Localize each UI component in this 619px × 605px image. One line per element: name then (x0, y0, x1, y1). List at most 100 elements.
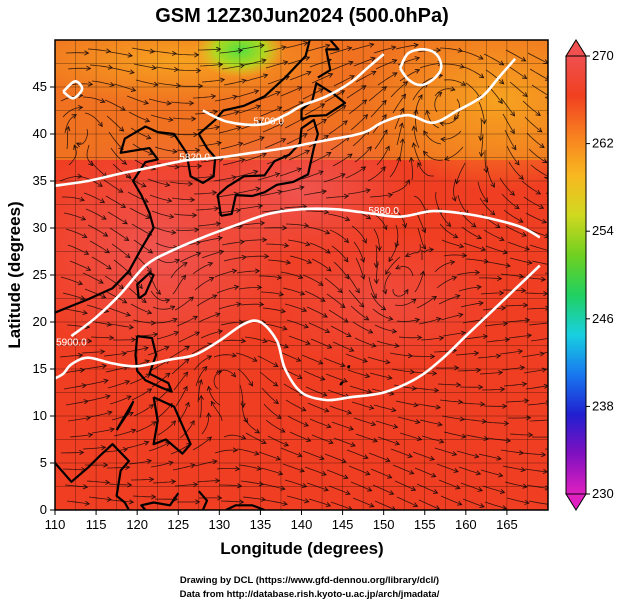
streamline-arrow (413, 402, 419, 408)
streamline-arrow (189, 100, 195, 106)
streamline (84, 288, 106, 299)
streamline-arrow (259, 136, 265, 141)
streamline (131, 47, 155, 53)
streamline (236, 90, 259, 98)
streamline-arrow (325, 502, 332, 508)
streamline (219, 49, 243, 54)
streamline-arrow (370, 421, 377, 427)
streamline-arrow (517, 348, 524, 355)
streamline-arrow (254, 450, 260, 456)
streamline (395, 400, 418, 406)
streamline-arrow (256, 465, 262, 471)
streamline (67, 244, 89, 255)
streamline (411, 355, 435, 357)
streamline (486, 165, 495, 188)
streamline-arrow (82, 484, 89, 490)
colorbar-top-arrow (565, 39, 587, 57)
colorbar-tick-label: 254 (592, 223, 614, 238)
streamline (369, 194, 393, 198)
streamline (67, 417, 91, 422)
streamline (399, 69, 420, 82)
streamline (111, 243, 131, 258)
streamline-arrow (542, 158, 548, 164)
streamline (283, 206, 307, 209)
streamline-arrow (439, 438, 445, 444)
streamline (368, 452, 390, 462)
streamline-arrow (403, 288, 409, 295)
streamline-arrow (120, 105, 126, 111)
streamline (477, 181, 488, 203)
streamline-arrow (372, 437, 378, 443)
streamline-arrow (521, 381, 528, 387)
streamline-arrow (295, 357, 302, 362)
streamline (286, 495, 309, 503)
streamline (86, 144, 93, 166)
streamline (441, 130, 462, 140)
streamline-arrow (285, 259, 292, 265)
y-tick-label: 10 (33, 408, 47, 423)
streamline-arrow (107, 410, 113, 416)
streamline-arrow (380, 305, 387, 311)
streamline-arrow (528, 432, 534, 438)
streamline-arrow (261, 439, 267, 445)
streamline-arrow (490, 210, 496, 216)
streamline (128, 111, 150, 122)
streamline-arrow (524, 499, 530, 505)
streamline-arrow (509, 190, 515, 196)
streamline (303, 190, 327, 196)
streamline-arrow (550, 435, 554, 439)
streamline-arrow (261, 58, 267, 64)
streamline-arrow (297, 374, 303, 379)
streamline (501, 193, 520, 209)
streamline-arrow (318, 359, 324, 365)
streamline (391, 179, 410, 194)
streamline-arrow (541, 218, 548, 224)
streamline-arrow (149, 48, 156, 54)
streamline (352, 321, 373, 334)
streamline (243, 416, 260, 434)
streamline-arrow (80, 215, 87, 221)
streamline (527, 228, 548, 238)
streamline (87, 224, 108, 237)
streamline-arrow (128, 324, 135, 330)
streamline (304, 103, 325, 116)
streamline (86, 480, 110, 483)
streamline (62, 106, 83, 118)
streamline-arrow (341, 458, 347, 464)
streamline (414, 94, 423, 117)
streamline-arrow (369, 42, 375, 48)
streamline (329, 229, 349, 243)
streamline (245, 74, 268, 82)
streamline (487, 261, 511, 267)
streamline (434, 92, 442, 113)
streamline-arrow (121, 159, 128, 165)
streamline-arrow (272, 381, 279, 387)
streamline-arrow (376, 246, 382, 252)
streamline (69, 260, 91, 271)
streamline (521, 353, 545, 358)
streamline-arrow (328, 439, 334, 445)
streamline (506, 319, 530, 323)
streamline (323, 357, 346, 367)
streamline (481, 388, 505, 391)
streamline (151, 210, 174, 218)
streamline-arrow (109, 81, 115, 87)
streamline-arrow (143, 346, 149, 352)
streamline (368, 276, 377, 299)
streamline (503, 383, 527, 387)
streamline-arrow (77, 280, 84, 286)
streamline-arrow (340, 362, 346, 368)
field-hot-core-pacific (260, 230, 500, 370)
streamline (131, 388, 152, 401)
streamline (222, 159, 245, 166)
streamline-arrow (181, 274, 187, 281)
streamline-arrow (446, 221, 452, 227)
streamline (108, 483, 132, 486)
streamline-arrow (79, 449, 85, 456)
streamline-arrow (274, 172, 281, 178)
streamline-arrow (545, 305, 548, 311)
streamline-arrow (391, 45, 397, 51)
streamline (523, 368, 547, 374)
streamline-arrow (520, 56, 527, 62)
